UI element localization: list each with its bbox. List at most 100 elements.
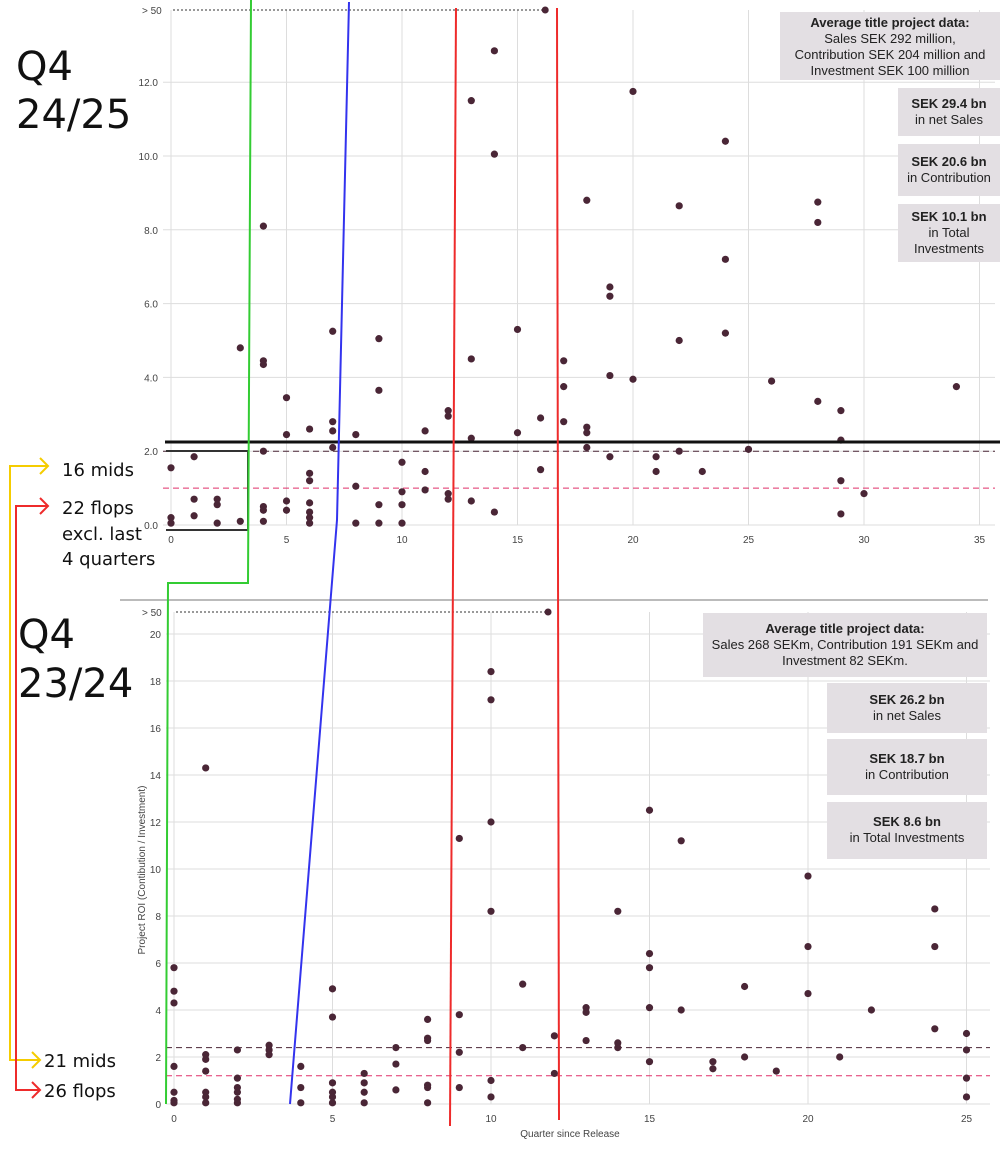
- bottom-data-point-46: [455, 1011, 463, 1019]
- bottom-contribution-label: in Contribution: [865, 767, 949, 782]
- top-data-point-50: [444, 495, 452, 503]
- y-axis-label: Project ROI (Contibution / Investment): [137, 786, 148, 955]
- bottom-data-point-70: [677, 837, 685, 845]
- blue-boundary-line: [289, 1, 350, 1105]
- top-data-point-38: [375, 501, 383, 509]
- bottom-data-point-58: [550, 1069, 559, 1078]
- top-data-point-39: [375, 519, 383, 527]
- top-data-point-22: [306, 425, 314, 433]
- top-data-point-63: [560, 383, 568, 391]
- bottom-investment-box: SEK 8.6 bn in Total Investments: [827, 802, 987, 859]
- bottom-data-point-28: [328, 1079, 337, 1087]
- bottom-investment-label: in Total Investments: [849, 830, 965, 845]
- top-contribution-value: SEK 20.6 bn: [911, 154, 987, 169]
- top-data-point-0: [167, 519, 175, 527]
- top-data-point-88: [814, 397, 822, 405]
- top-x-tick-30: 30: [858, 535, 870, 546]
- bottom-average-box: Average title project data: Sales 268 SE…: [703, 613, 987, 677]
- top-data-point-91: [837, 477, 845, 485]
- excl-label-line1: excl. last: [62, 524, 142, 545]
- top-data-point-71: [606, 371, 614, 380]
- bottom-data-point-7: [202, 764, 210, 772]
- top-average-title: Average title project data:: [810, 15, 970, 30]
- top-data-point-13: [259, 360, 267, 369]
- bottom-y-tick-0: 0: [155, 1100, 161, 1111]
- top-investment-label-1: in Total: [928, 225, 970, 240]
- top-data-point-42: [398, 501, 406, 509]
- bottom-y-tick-5: 10: [150, 865, 162, 876]
- top-data-point-70: [606, 292, 614, 300]
- top-data-point-17: [259, 517, 267, 525]
- top-data-point-23: [306, 469, 314, 477]
- bottom-data-point-38: [392, 1086, 400, 1094]
- top-data-point-49: [444, 490, 452, 498]
- bottom-average-title: Average title project data:: [765, 621, 925, 636]
- bottom-data-point-9: [202, 1055, 210, 1063]
- top-data-point-32: [329, 443, 337, 452]
- top-x-tick-10: 10: [396, 535, 408, 546]
- top-average-line1: Sales SEK 292 million,: [824, 31, 956, 46]
- top-data-point-21: [282, 506, 291, 514]
- bottom-y-tick-6: 12: [150, 818, 162, 829]
- bottom-data-point-67: [645, 964, 654, 972]
- top-data-point-55: [490, 47, 498, 55]
- top-data-point-53: [467, 434, 475, 442]
- top-investment-box: SEK 10.1 bn in Total Investments: [898, 204, 1000, 262]
- top-data-point-6: [213, 519, 221, 527]
- bottom-data-point-47: [455, 1048, 463, 1056]
- top-sales-label: in net Sales: [915, 112, 983, 127]
- bottom-x-tick-15: 15: [644, 1114, 656, 1125]
- bottom-data-point-80: [836, 1053, 844, 1061]
- bottom-data-point-68: [645, 1004, 654, 1012]
- top-y-tick-4: 8.0: [144, 226, 158, 237]
- yellow-bracket: [9, 465, 48, 1061]
- bottom-data-point-27: [328, 1013, 337, 1021]
- top-data-point-28: [306, 519, 314, 527]
- top-mids-label: 16 mids: [62, 460, 134, 481]
- bottom-sales-value: SEK 26.2 bn: [869, 692, 945, 707]
- bottom-data-point-54: [487, 1093, 495, 1101]
- top-x-tick-15: 15: [512, 535, 524, 546]
- bottom-data-point-60: [582, 1008, 590, 1016]
- top-outlier-point-0: [541, 6, 549, 14]
- bottom-x-tick-10: 10: [485, 1114, 497, 1125]
- top-investment-value: SEK 10.1 bn: [911, 209, 987, 224]
- top-average-line2: Contribution SEK 204 million and: [794, 47, 986, 62]
- top-y-tick-5: 10.0: [139, 152, 159, 163]
- bottom-data-point-0: [170, 964, 178, 972]
- bottom-data-point-74: [741, 982, 749, 991]
- top-data-point-57: [490, 508, 498, 516]
- bottom-average-line2: Investment 82 SEKm.: [782, 653, 908, 668]
- bottom-data-point-72: [709, 1058, 717, 1066]
- bottom-contribution-box: SEK 18.7 bn in Contribution: [827, 739, 987, 795]
- yellow-arrow-bottom: [31, 1051, 42, 1069]
- top-x-tick-5: 5: [284, 535, 290, 546]
- bottom-outlier-label: > 50: [142, 608, 162, 619]
- top-average-line3: Investment SEK 100 million: [810, 63, 970, 78]
- top-data-point-73: [629, 87, 637, 96]
- bottom-data-point-84: [931, 1025, 939, 1033]
- top-y-tick-6: 12.0: [139, 78, 159, 89]
- bottom-average-line1: Sales 268 SEKm, Contribution 191 SEKm an…: [711, 637, 979, 652]
- bottom-y-tick-8: 16: [150, 724, 162, 735]
- top-data-point-27: [306, 514, 314, 522]
- red-boundary-line-1: [449, 7, 457, 1127]
- bottom-data-point-76: [772, 1067, 780, 1075]
- bottom-data-point-15: [233, 1074, 241, 1082]
- top-sales-box: SEK 29.4 bn in net Sales: [898, 88, 1000, 136]
- top-data-point-81: [721, 137, 730, 145]
- top-data-point-34: [352, 482, 360, 490]
- top-average-box: Average title project data: Sales SEK 29…: [780, 12, 1000, 80]
- bottom-data-point-10: [202, 1067, 210, 1075]
- bottom-data-point-57: [550, 1032, 559, 1040]
- top-data-point-43: [398, 519, 406, 527]
- top-x-tick-20: 20: [627, 535, 639, 546]
- bottom-data-point-85: [962, 1029, 971, 1038]
- top-y-tick-3: 6.0: [144, 300, 158, 311]
- bottom-data-point-35: [360, 1099, 368, 1107]
- top-data-point-3: [190, 453, 198, 461]
- bottom-data-point-55: [519, 980, 527, 988]
- top-outlier-label: > 50: [142, 6, 162, 17]
- top-data-point-16: [259, 502, 267, 511]
